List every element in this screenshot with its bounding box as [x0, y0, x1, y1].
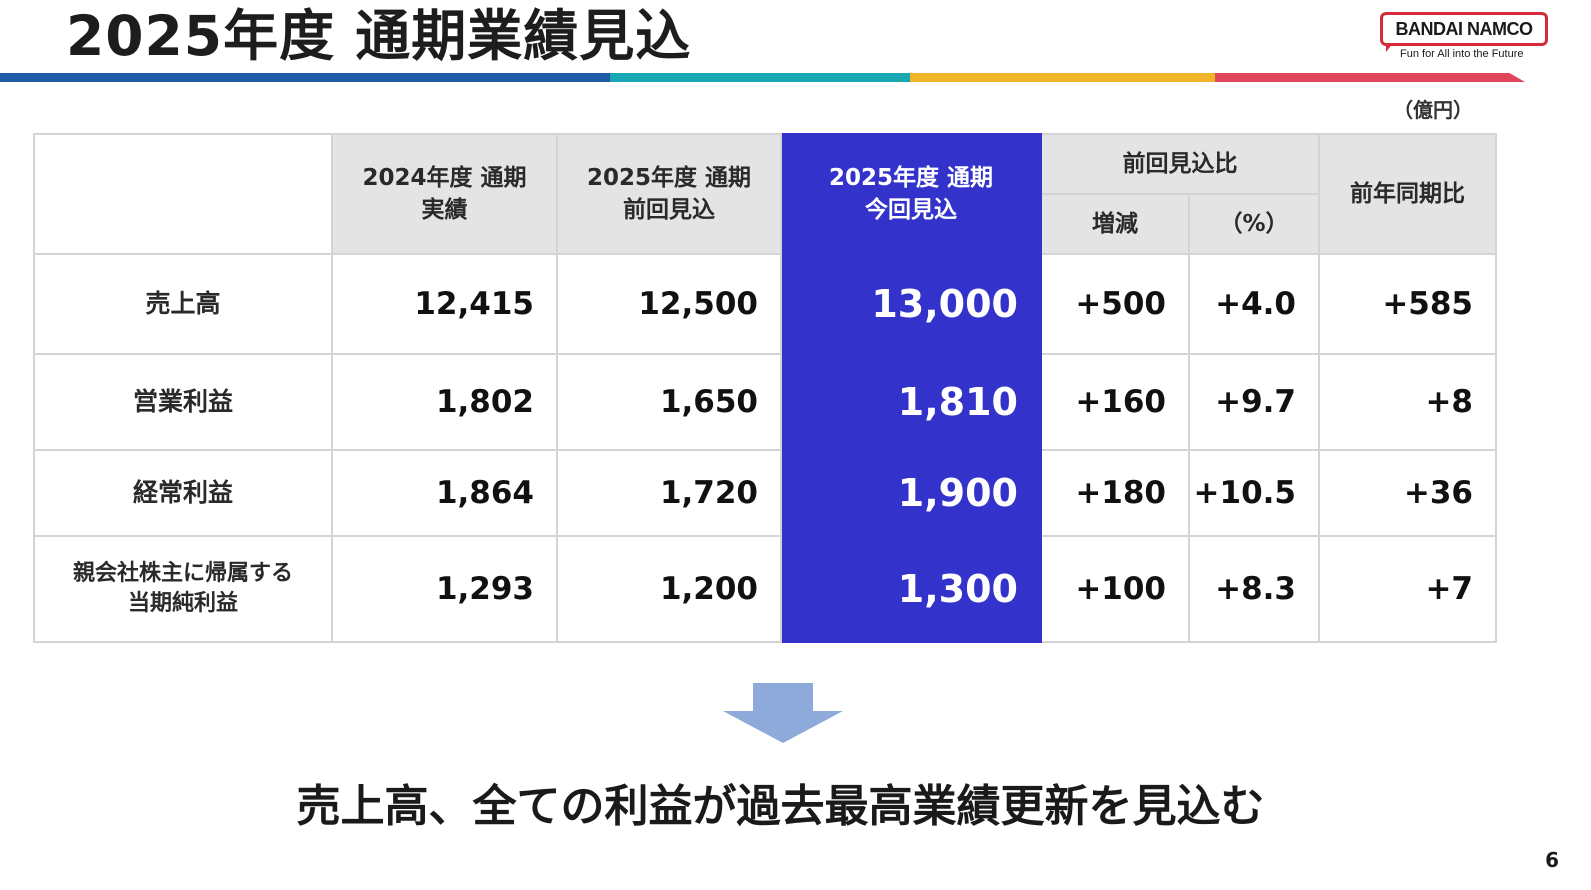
header-prev-line2: 前回見込 [623, 197, 715, 223]
logo-speech-tail [1386, 43, 1393, 52]
color-bar-segment-yellow [910, 73, 1215, 82]
header-percent: （%） [1188, 193, 1320, 255]
cell-percent: +10.5 [1188, 449, 1320, 537]
accent-color-bar [0, 73, 1550, 82]
header-blank-cell [33, 133, 333, 255]
header-current-forecast: 2025年度 通期 今回見込 [780, 133, 1042, 255]
conclusion-text: 売上高、全ての利益が過去最高業績更新を見込む [296, 781, 1265, 832]
header-current-line1: 2025年度 通期 [828, 165, 994, 191]
color-bar-segment-blue [0, 73, 610, 82]
cell-yoy: +36 [1318, 449, 1497, 537]
cell-fy2024: 12,415 [331, 253, 558, 355]
table-subheader-row: 増減 （%） [34, 193, 1496, 255]
cell-current-forecast: 13,000 [780, 253, 1042, 355]
table-row: 営業利益 1,802 1,650 1,810 +160 +9.7 +8 [33, 353, 1497, 451]
cell-current-forecast: 1,900 [780, 449, 1042, 537]
cell-current-forecast: 1,810 [780, 353, 1042, 451]
cell-change: +160 [1040, 353, 1190, 451]
header-year-on-year: 前年同期比 [1318, 133, 1497, 255]
cell-previous-forecast: 12,500 [556, 253, 782, 355]
table-header-row: 2024年度 通期 実績 2025年度 通期 前回見込 2025年度 通期 今回… [33, 133, 1497, 255]
row-label-net-sales: 売上高 [33, 253, 333, 355]
table-row: 親会社株主に帰属する 当期純利益 1,293 1,200 1,300 +100 … [33, 535, 1497, 643]
header-fy2024-actual: 2024年度 通期 実績 [331, 133, 558, 255]
row-label-ordinary-profit: 経常利益 [33, 449, 333, 537]
color-bar-segment-teal [610, 73, 910, 82]
cell-fy2024: 1,864 [331, 449, 558, 537]
row-label-net-income-line1: 親会社株主に帰属する [72, 561, 293, 586]
header-current-line2: 今回見込 [865, 197, 957, 223]
page-number: 6 [1545, 848, 1559, 872]
cell-fy2024: 1,802 [331, 353, 558, 451]
page-title: 2025年度 通期業績見込 [66, 4, 692, 68]
cell-percent: +9.7 [1188, 353, 1320, 451]
cell-percent: +8.3 [1188, 535, 1320, 643]
down-arrow-icon [723, 683, 843, 743]
cell-change: +180 [1040, 449, 1190, 537]
row-label-operating-profit: 営業利益 [33, 353, 333, 451]
table-row: 経常利益 1,864 1,720 1,900 +180 +10.5 +36 [33, 449, 1497, 537]
cell-previous-forecast: 1,200 [556, 535, 782, 643]
company-logo: BANDAI NAMCO Fun for All into the Future [1380, 12, 1548, 64]
cell-previous-forecast: 1,650 [556, 353, 782, 451]
unit-label: （億円） [1393, 98, 1473, 122]
header-change: 増減 [1040, 193, 1190, 255]
table-row: 売上高 12,415 12,500 13,000 +500 +4.0 +585 [33, 253, 1497, 355]
header-fy2024-line1: 2024年度 通期 [362, 165, 527, 191]
logo-tagline: Fun for All into the Future [1400, 48, 1524, 60]
header-vs-previous-group: 前回見込比 [1040, 133, 1320, 195]
logo-wordmark: BANDAI NAMCO [1380, 12, 1548, 46]
cell-previous-forecast: 1,720 [556, 449, 782, 537]
cell-percent: +4.0 [1188, 253, 1320, 355]
header-prev-line1: 2025年度 通期 [586, 165, 752, 191]
cell-change: +500 [1040, 253, 1190, 355]
cell-yoy: +8 [1318, 353, 1497, 451]
forecast-table: 2024年度 通期 実績 2025年度 通期 前回見込 2025年度 通期 今回… [33, 133, 1497, 643]
cell-current-forecast: 1,300 [780, 535, 1042, 643]
cell-fy2024: 1,293 [331, 535, 558, 643]
cell-change: +100 [1040, 535, 1190, 643]
row-label-net-income: 親会社株主に帰属する 当期純利益 [33, 535, 333, 643]
color-bar-segment-red [1215, 73, 1525, 82]
cell-yoy: +7 [1318, 535, 1497, 643]
header-previous-forecast: 2025年度 通期 前回見込 [556, 133, 782, 255]
header-fy2024-line2: 実績 [421, 197, 468, 223]
cell-yoy: +585 [1318, 253, 1497, 355]
row-label-net-income-line2: 当期純利益 [127, 591, 238, 616]
